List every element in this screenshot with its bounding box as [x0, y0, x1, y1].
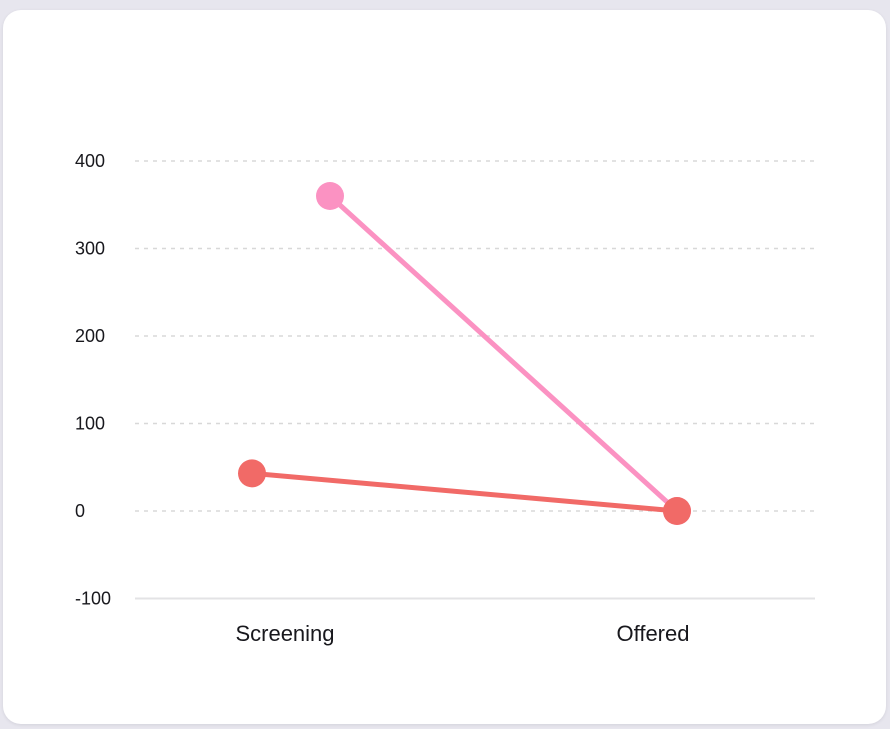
- red-series-point[interactable]: [663, 497, 691, 525]
- red-series-line: [249, 470, 680, 514]
- y-tick-label: 300: [75, 239, 105, 259]
- y-tick-label: 200: [75, 326, 105, 346]
- y-tick-label: 100: [75, 414, 105, 434]
- chart-card: [3, 10, 886, 724]
- y-tick-label: -100: [75, 589, 111, 609]
- pink-series-point[interactable]: [316, 182, 344, 210]
- x-axis-label-screening: Screening: [235, 621, 334, 646]
- red-series-point[interactable]: [238, 459, 266, 488]
- pink-series-line: [327, 193, 680, 514]
- y-tick-label: 400: [75, 151, 105, 171]
- y-tick-label: 0: [75, 501, 85, 521]
- x-axis-label-offered: Offered: [617, 621, 690, 646]
